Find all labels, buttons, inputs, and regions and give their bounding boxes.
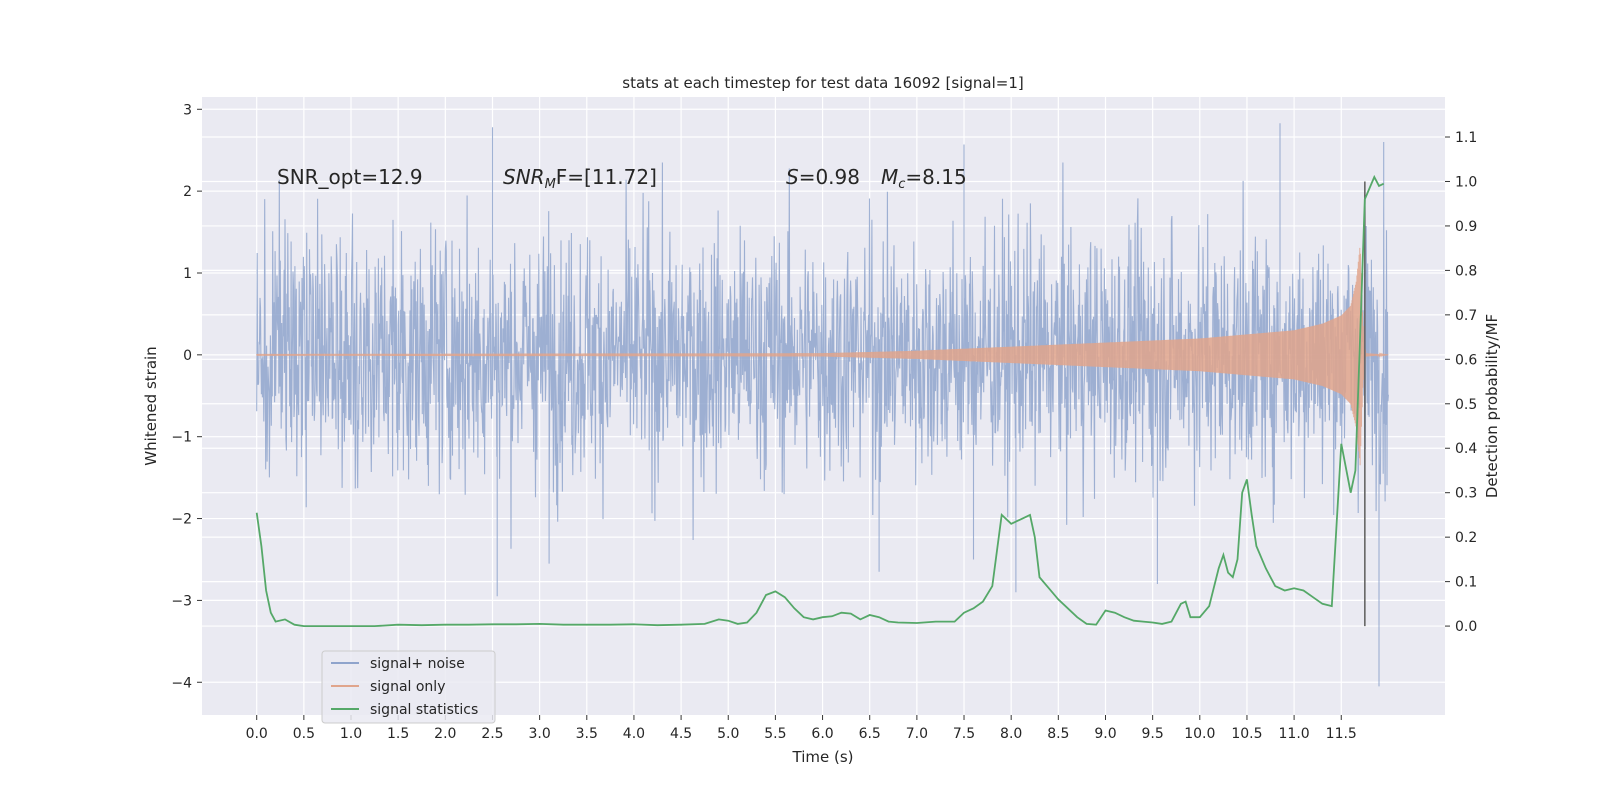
x-tick-label: 5.0 [717,726,739,742]
y-right-tick-label: 0.3 [1455,486,1477,502]
y-right-tick-label: 1.1 [1455,130,1477,146]
signal-only-line [256,247,1389,466]
x-axis-label: Time (s) [792,748,854,766]
y-right-tick-label: 0.4 [1455,441,1477,457]
y-right-tick-label: 0.9 [1455,219,1477,235]
signal-noise-line [256,123,1389,687]
x-tick-label: 3.5 [576,726,598,742]
y-left-tick-label: −2 [171,512,192,528]
signal-noise-series [256,123,1389,687]
y-left-tick-label: −3 [171,593,192,609]
annotation-mc: Mc=8.15 [881,165,967,192]
gridlines [202,97,1445,715]
x-tick-label: 6.5 [859,726,881,742]
y-right-tick-label: 1.0 [1455,174,1477,190]
snr-mf-value: F=[11.72] [556,165,657,189]
y-right-tick-label: 0.7 [1455,308,1477,324]
chart-title: stats at each timestep for test data 160… [622,74,1023,92]
mc-value: =8.15 [905,165,966,189]
x-tick-label: 0.5 [293,726,315,742]
y-left-tick-label: −4 [171,675,192,691]
annotation-snr-opt: SNR_opt=12.9 [277,165,423,189]
legend-label-stats: signal statistics [370,702,478,718]
right-axis-ticks: 1.1 1.0 0.9 0.8 0.7 0.6 0.5 0.4 0.3 0.2 0.1 0.0 [1445,130,1477,635]
x-tick-label: 8.5 [1047,726,1069,742]
y-left-tick-label: 2 [183,184,192,200]
x-tick-label: 4.5 [670,726,692,742]
left-axis-ticks: 3 2 1 0 −1 −2 −3 −4 [171,102,202,691]
x-tick-label: 2.5 [481,726,503,742]
y-right-tick-label: 0.6 [1455,352,1477,368]
x-tick-label: 11.0 [1279,726,1310,742]
snr-mf-symbol: SNR [503,165,545,189]
x-tick-label: 11.5 [1326,726,1357,742]
left-axis-label: Whitened strain [142,346,160,465]
x-tick-label: 6.0 [811,726,833,742]
x-tick-label: 9.5 [1142,726,1164,742]
x-tick-label: 2.0 [434,726,456,742]
x-tick-label: 7.0 [906,726,928,742]
annotation-s: S=0.98 [786,165,860,189]
y-left-tick-label: 1 [183,266,192,282]
x-tick-label: 4.0 [623,726,645,742]
x-tick-label: 10.0 [1184,726,1215,742]
right-axis-label: Detection probability/MF [1483,314,1501,498]
legend-box [321,650,496,724]
y-left-tick-label: 0 [183,348,192,364]
s-value: =0.98 [799,165,860,189]
signal-only-series [256,247,1389,466]
x-tick-label: 5.5 [764,726,786,742]
y-right-tick-label: 0.1 [1455,575,1477,591]
x-tick-label: 8.0 [1000,726,1022,742]
y-left-tick-label: 3 [183,102,192,118]
y-left-tick-label: −1 [171,430,192,446]
x-axis-ticks: 0.0 0.5 1.0 1.5 2.0 2.5 3.0 3.5 4.0 4.5 5.0 5.5 6.0 6… [246,715,1357,742]
x-tick-label: 9.0 [1094,726,1116,742]
snr-mf-subscript: M [545,177,556,192]
x-tick-label: 1.5 [387,726,409,742]
x-tick-label: 1.0 [340,726,362,742]
s-symbol: S [786,165,799,189]
annotation-snr-mf: SNRMF=[11.72] [503,165,657,192]
x-tick-label: 7.5 [953,726,975,742]
legend-label-noise: signal+ noise [370,656,465,672]
legend: signal+ noise signal only signal statist… [321,650,496,724]
x-tick-label: 3.0 [528,726,550,742]
y-right-tick-label: 0.2 [1455,530,1477,546]
y-right-tick-label: 0.8 [1455,263,1477,279]
y-right-tick-label: 0.0 [1455,619,1477,635]
mc-symbol: M [881,165,898,189]
x-tick-label: 10.5 [1231,726,1262,742]
x-tick-label: 0.0 [246,726,268,742]
mc-subscript: c [898,177,905,192]
signal-statistics-line [255,174,1385,627]
y-right-tick-label: 0.5 [1455,397,1477,413]
signal-statistics-series [255,174,1385,627]
legend-label-signal: signal only [370,679,445,695]
